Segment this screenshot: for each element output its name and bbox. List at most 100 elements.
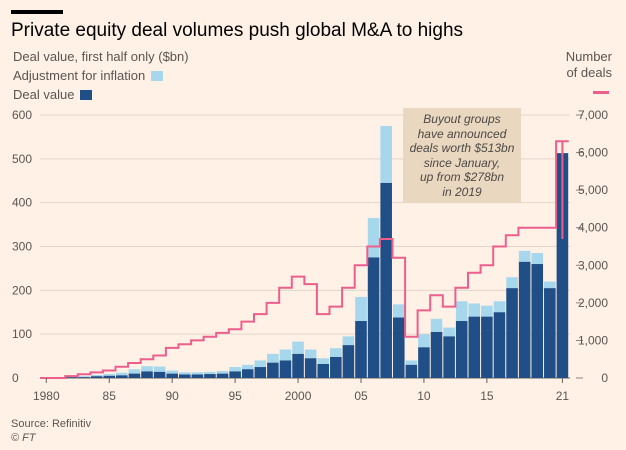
x-tick-label: 15 bbox=[480, 389, 494, 403]
inflation-bar bbox=[153, 366, 166, 372]
deal-value-bar bbox=[392, 317, 405, 378]
x-tick-label: 10 bbox=[417, 389, 431, 403]
x-tick-label: 05 bbox=[354, 389, 368, 403]
deal-value-bar bbox=[65, 377, 78, 378]
left-tick-label: 600 bbox=[12, 108, 32, 122]
legend-swatch-inflation bbox=[151, 71, 164, 81]
deal-value-bar bbox=[267, 362, 279, 378]
deal-value-bar bbox=[531, 264, 544, 378]
inflation-bar bbox=[78, 376, 90, 378]
deal-value-bar bbox=[468, 316, 481, 378]
inflation-bar bbox=[90, 374, 103, 377]
deal-value-bar bbox=[317, 363, 330, 378]
inflation-bar bbox=[443, 327, 455, 337]
number-of-deals-line bbox=[40, 140, 569, 379]
annotation-line: up from $278bn bbox=[419, 170, 505, 184]
inflation-bar bbox=[518, 250, 531, 262]
inflation-bar bbox=[367, 218, 380, 258]
deal-value-bar bbox=[103, 375, 116, 378]
deal-value-bar bbox=[418, 347, 430, 378]
deal-value-bar bbox=[191, 374, 204, 378]
deal-value-bar bbox=[481, 316, 493, 378]
annotation-line: deals worth $513bn bbox=[409, 141, 515, 155]
deal-value-bar bbox=[443, 336, 455, 378]
inflation-bar bbox=[531, 253, 544, 265]
deal-value-bar bbox=[153, 371, 166, 378]
deal-value-bar bbox=[405, 364, 418, 378]
annotation-line: Buyout groups bbox=[423, 112, 501, 126]
annotation-line: have announced bbox=[417, 126, 507, 141]
deal-value-bar bbox=[292, 353, 304, 378]
legend-item-inflation: Adjustment for inflation bbox=[13, 68, 164, 83]
right-tick-label: 4,000 bbox=[578, 221, 608, 235]
inflation-bar bbox=[430, 318, 443, 332]
deal-value-bar bbox=[518, 261, 531, 378]
deal-value-bar bbox=[178, 374, 191, 378]
inflation-bar bbox=[241, 364, 254, 370]
inflation-bar bbox=[229, 367, 241, 372]
deal-value-bar bbox=[78, 377, 90, 378]
inflation-bar bbox=[178, 372, 191, 375]
inflation-bar bbox=[342, 336, 355, 346]
left-tick-label: 500 bbox=[12, 152, 32, 166]
deal-value-bar bbox=[304, 358, 317, 378]
left-tick-label: 400 bbox=[12, 196, 32, 210]
legend-swatch-deals-line bbox=[593, 91, 609, 94]
inflation-bar bbox=[455, 301, 468, 322]
inflation-bar bbox=[493, 301, 506, 313]
legend-label-inflation: Adjustment for inflation bbox=[13, 68, 146, 83]
right-tick-label: 7,000 bbox=[578, 108, 608, 122]
x-tick-label: 21 bbox=[556, 389, 570, 403]
left-tick-label: 200 bbox=[12, 283, 32, 297]
right-tick-label: 2,000 bbox=[578, 296, 608, 310]
annotation-box: Buyout groups have announced deals worth… bbox=[403, 108, 521, 203]
deal-value-bar bbox=[367, 257, 380, 378]
inflation-bar bbox=[204, 371, 216, 375]
deal-value-bar bbox=[556, 153, 569, 378]
x-tick-label: 2000 bbox=[285, 389, 312, 403]
inflation-bar bbox=[468, 303, 481, 317]
right-tick-label: 1,000 bbox=[578, 333, 608, 347]
inflation-bar bbox=[128, 369, 141, 374]
inflation-bar bbox=[544, 281, 556, 289]
credit-note: © FT bbox=[11, 432, 36, 444]
annotation-line: since January, bbox=[423, 155, 501, 170]
right-tick-label: 5,000 bbox=[578, 183, 608, 197]
deal-value-bar bbox=[128, 373, 141, 378]
left-axis-title: Deal value, first half only ($bn) bbox=[13, 49, 189, 64]
inflation-bar bbox=[292, 341, 304, 354]
legend-label-deal-value: Deal value bbox=[13, 87, 75, 102]
deal-value-bar bbox=[204, 374, 216, 378]
inflation-bar bbox=[279, 349, 292, 361]
deal-value-bar bbox=[241, 369, 254, 378]
deal-value-bar bbox=[216, 373, 229, 378]
left-tick-label: 300 bbox=[12, 240, 32, 254]
deal-value-bar bbox=[279, 360, 292, 378]
deal-value-bar bbox=[506, 288, 518, 378]
inflation-bar bbox=[418, 334, 430, 348]
inflation-bar bbox=[405, 360, 418, 365]
inflation-bar bbox=[304, 349, 317, 359]
deal-value-bar bbox=[166, 373, 178, 378]
right-axis-title-line2: of deals bbox=[566, 65, 612, 80]
deal-value-bar bbox=[116, 375, 128, 378]
x-tick-label: 95 bbox=[228, 389, 242, 403]
deal-value-bar bbox=[330, 356, 342, 378]
inflation-bar bbox=[330, 348, 342, 357]
right-tick-label: 3,000 bbox=[578, 258, 608, 272]
title-rule bbox=[11, 10, 63, 14]
inflation-bar bbox=[103, 374, 116, 376]
inflation-bar bbox=[116, 372, 128, 376]
annotation-line: in 2019 bbox=[442, 184, 482, 199]
deal-value-bar bbox=[380, 182, 392, 378]
deal-value-bar bbox=[90, 376, 103, 378]
deal-value-bar bbox=[141, 371, 153, 378]
deal-value-bar bbox=[342, 345, 355, 378]
legend-item-deal-value: Deal value bbox=[13, 87, 93, 102]
right-tick-label: 0 bbox=[601, 371, 608, 385]
right-axis-title-line1: Number bbox=[565, 49, 612, 64]
inflation-bar bbox=[506, 277, 518, 289]
deal-value-bar bbox=[229, 371, 241, 378]
inflation-bar bbox=[254, 360, 267, 368]
